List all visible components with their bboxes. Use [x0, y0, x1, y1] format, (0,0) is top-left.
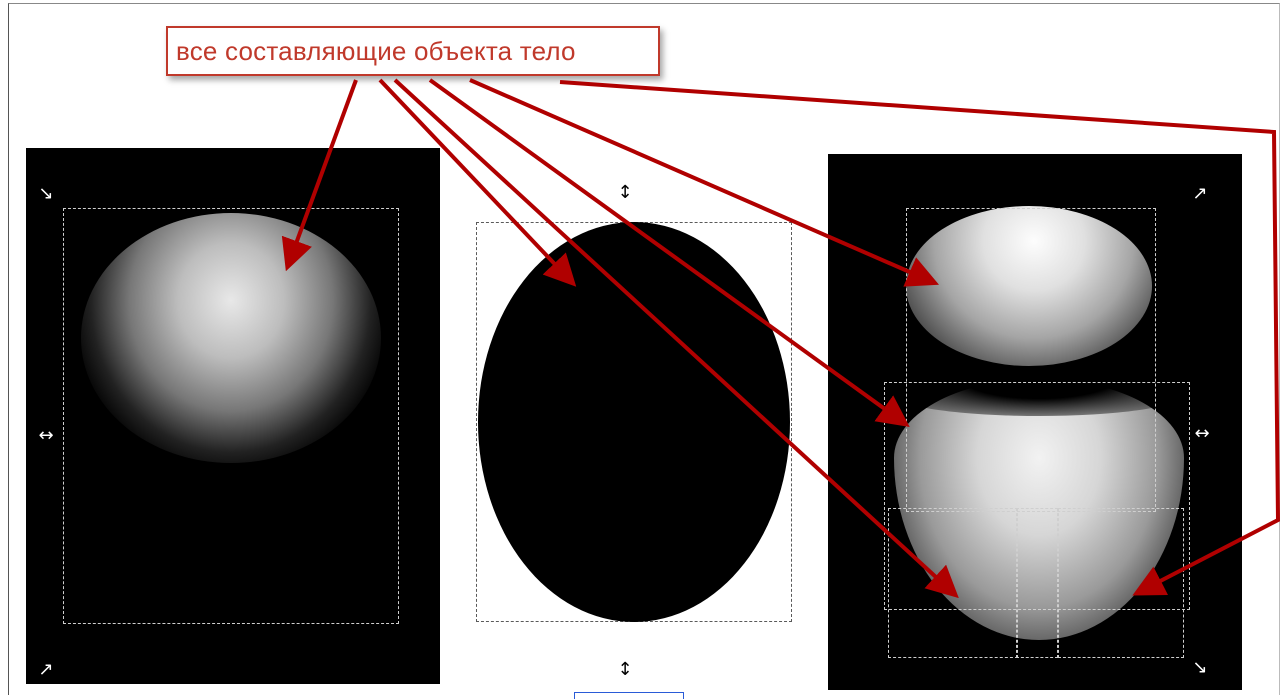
black-ellipse-shape[interactable] — [478, 222, 790, 622]
annotation-callout: все составляющие объекта тело — [166, 26, 660, 76]
resize-handle-top-right-icon[interactable]: ↗ — [1192, 183, 1208, 204]
arrow-to-body-bottom-right — [559, 80, 1281, 596]
right-bbox-body — [884, 382, 1190, 610]
selection-indicator — [574, 692, 684, 699]
resize-handle-top-left-icon[interactable]: ↘ — [38, 183, 54, 204]
right-bbox-lower-right — [1058, 508, 1184, 658]
top-glow-shape — [81, 213, 381, 463]
resize-handle-bottom-right-icon[interactable]: ↘ — [1192, 657, 1208, 678]
arrow-to-head — [469, 78, 939, 287]
annotation-text: все составляющие объекта тело — [176, 35, 576, 66]
right-bbox-lower-mid — [1016, 508, 1058, 658]
arrow-to-ellipse — [378, 78, 577, 287]
arrow-to-body-bottom-left — [393, 78, 959, 599]
head-sphere-shape — [906, 206, 1152, 366]
resize-handle-bottom-left-icon[interactable]: ↗ — [38, 659, 54, 680]
canvas-frame — [8, 3, 1280, 695]
resize-handle-bottom-icon[interactable]: ↕ — [617, 659, 633, 680]
left-selection-bbox — [63, 208, 399, 624]
left-component-panel[interactable]: ↘ ↔ ↗ — [26, 148, 440, 684]
resize-handle-right-icon[interactable]: ↔ — [1194, 423, 1210, 444]
right-bbox-head — [906, 208, 1156, 512]
right-bbox-lower-left — [888, 508, 1018, 658]
resize-handle-top-icon[interactable]: ↕ — [617, 182, 633, 203]
resize-handle-left-icon[interactable]: ↔ — [38, 425, 54, 446]
arrow-to-body — [428, 78, 910, 428]
arrow-to-left-glow — [281, 79, 358, 272]
